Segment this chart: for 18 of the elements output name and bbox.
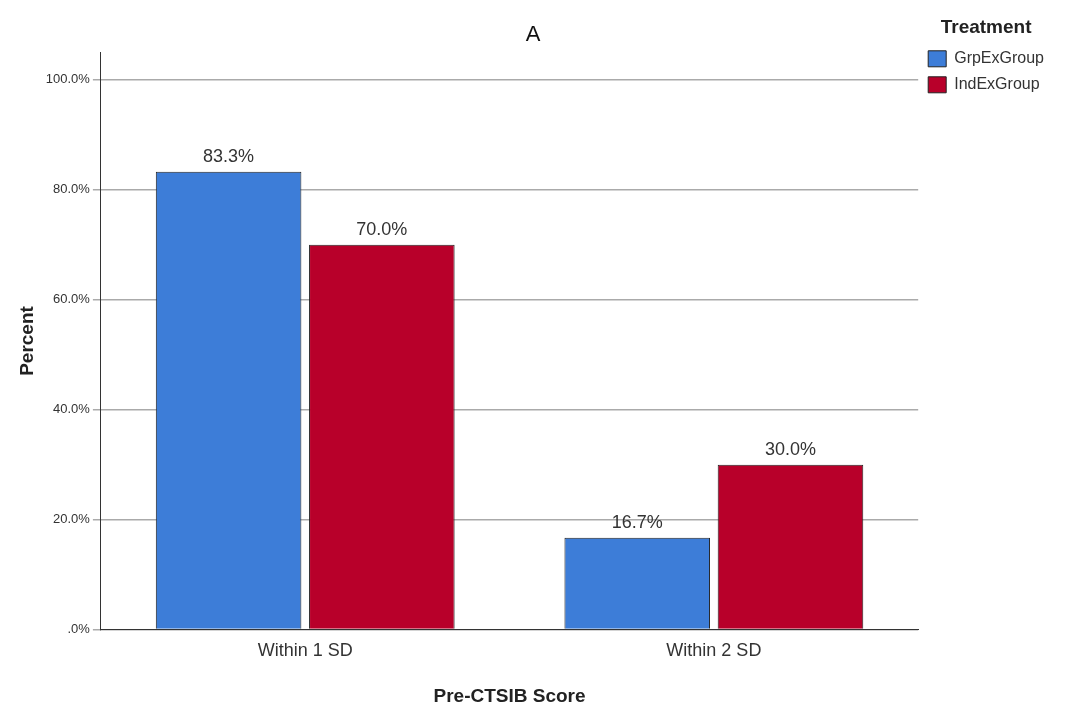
x-axis-title: Pre-CTSIB Score (433, 684, 586, 706)
data-label: 70.0% (356, 218, 408, 239)
legend-label: IndExGroup (954, 75, 1040, 93)
y-tick-label: 100.0% (45, 71, 91, 87)
legend-label: GrpExGroup (954, 49, 1045, 67)
data-label: 83.3% (203, 145, 255, 166)
data-label: 30.0% (764, 438, 817, 459)
y-tick-label: 80.0% (53, 181, 91, 197)
chart-title: A (525, 21, 541, 47)
legend-title: Treatment (940, 15, 1033, 37)
y-tick-label: 60.0% (53, 291, 91, 307)
y-tick-label: 20.0% (53, 511, 91, 527)
x-tick-label: Within 2 SD (666, 640, 762, 661)
y-axis-title: Percent (15, 305, 37, 376)
y-tick-label: .0% (67, 621, 91, 637)
x-tick-label: Within 1 SD (257, 640, 353, 661)
y-tick-label: 40.0% (53, 401, 91, 417)
data-label: 16.7% (611, 511, 663, 532)
